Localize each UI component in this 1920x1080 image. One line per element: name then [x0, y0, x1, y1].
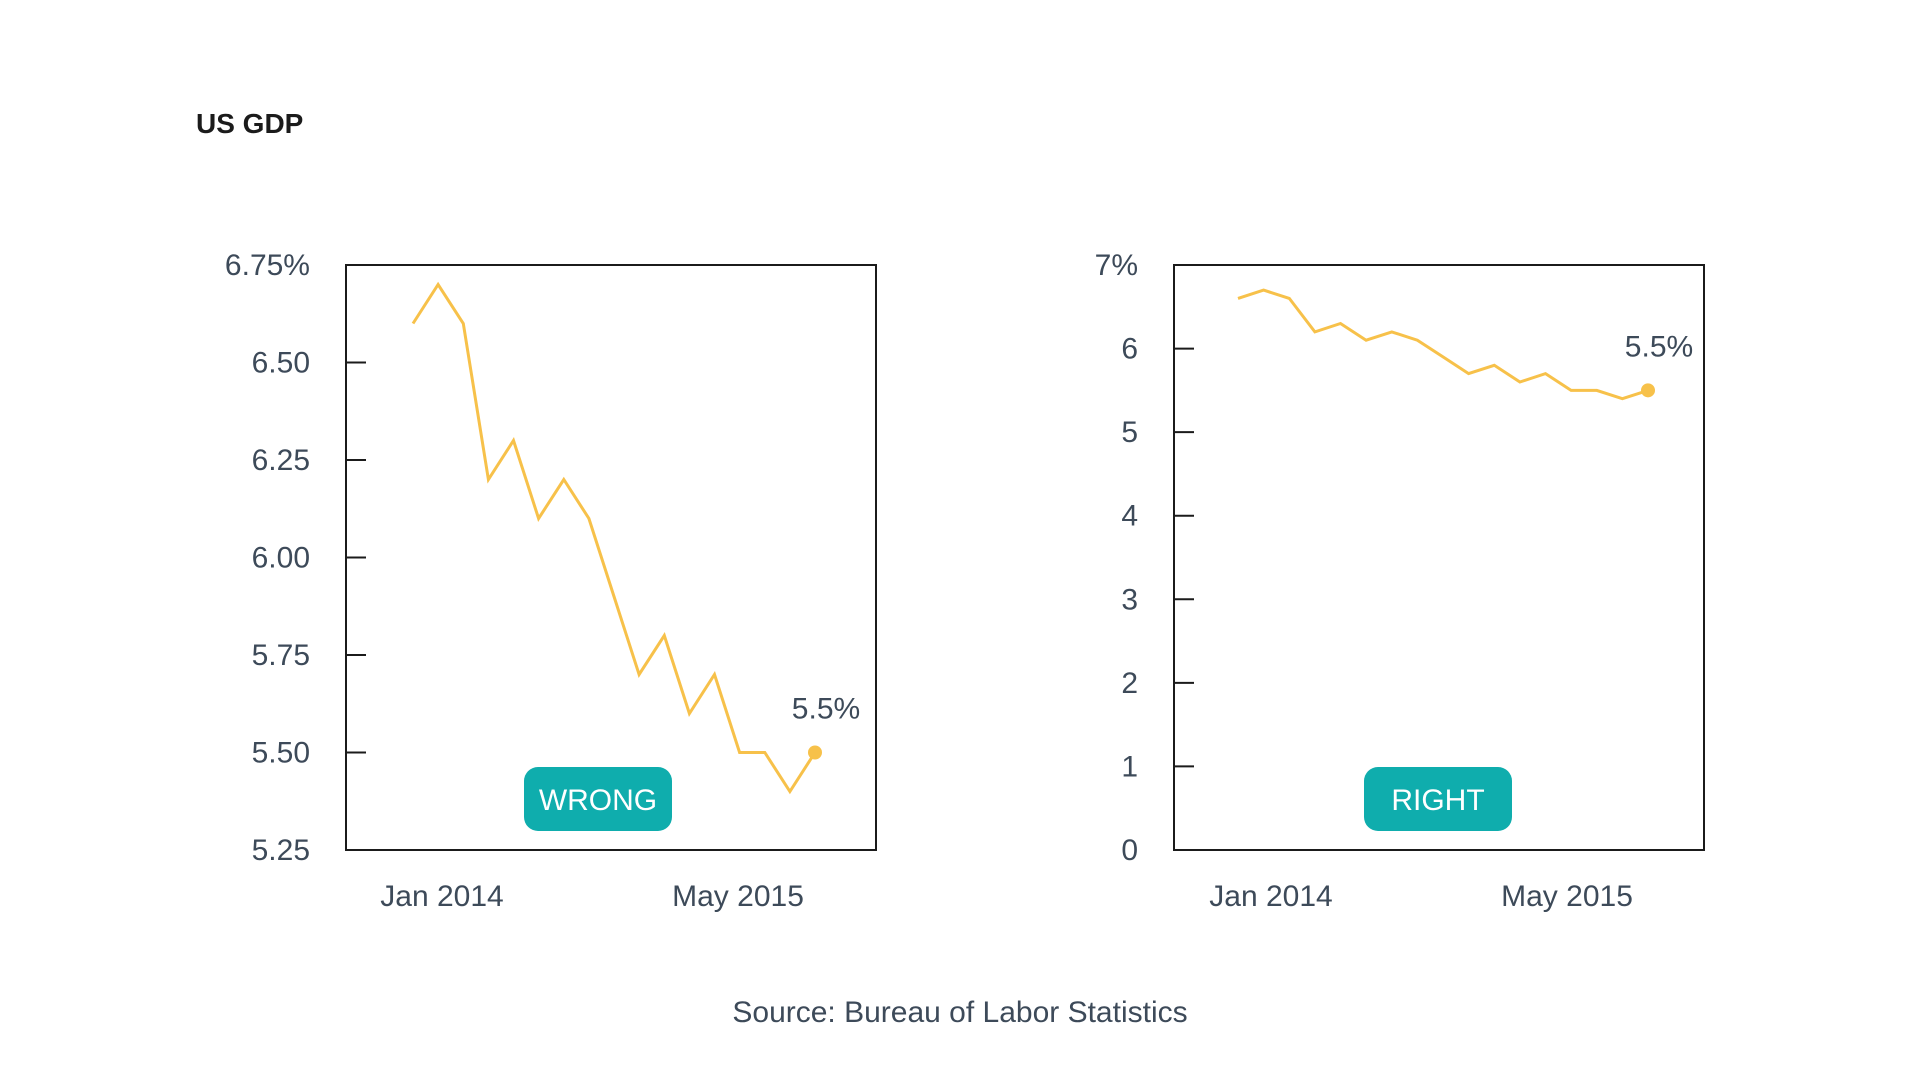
chart-1-y-tick-label: 5.50	[252, 737, 310, 770]
chart-2-y-tick-label: 2	[1121, 667, 1138, 700]
chart-1-x-tick-label: Jan 2014	[380, 880, 503, 913]
chart-1-badge-label: WRONG	[539, 784, 657, 817]
chart-1-badge	[524, 767, 672, 831]
chart-2-end-point	[1641, 383, 1655, 398]
chart-1-annotation-label: 5.5%	[792, 693, 860, 726]
chart-1-plot-frame	[345, 264, 877, 851]
chart-1-y-tick-label: 6.00	[252, 542, 310, 575]
chart-1-series-line	[411, 281, 817, 795]
chart-2-y-tick-label: 3	[1121, 583, 1138, 616]
chart-2-y-tick-label: 0	[1121, 834, 1138, 867]
chart-2-x-tick-label: Jan 2014	[1209, 880, 1332, 913]
chart-2-y-tick-label: 5	[1121, 416, 1138, 449]
chart-2-plot-frame	[1173, 264, 1705, 851]
chart-1-y-tick-label: 5.75	[252, 639, 310, 672]
chart-1-x-tick-label: May 2015	[672, 880, 804, 913]
chart-1-y-tick-label: 5.25	[252, 834, 310, 867]
chart-2-y-tick-label: 1	[1121, 750, 1138, 783]
source-note: Source: Bureau of Labor Statistics	[732, 996, 1188, 1029]
page-title: US GDP	[196, 108, 304, 139]
chart-2-badge-label: RIGHT	[1391, 784, 1484, 817]
chart-2-annotation-label: 5.5%	[1625, 330, 1693, 363]
chart-1-y-tick-label: 6.25	[252, 444, 310, 477]
chart-1-end-point	[808, 745, 822, 760]
chart-2-badge	[1364, 767, 1512, 831]
chart-1-y-tick-label: 6.75%	[225, 249, 310, 282]
chart-2-x-tick-label: May 2015	[1501, 880, 1633, 913]
chart-1-y-tick-label: 6.50	[252, 347, 310, 380]
chart-2-y-tick-label: 6	[1121, 333, 1138, 366]
chart-2-y-tick-label: 7%	[1095, 249, 1138, 282]
chart-2-series-line	[1237, 288, 1649, 401]
chart-2-y-tick-label: 4	[1121, 500, 1138, 533]
